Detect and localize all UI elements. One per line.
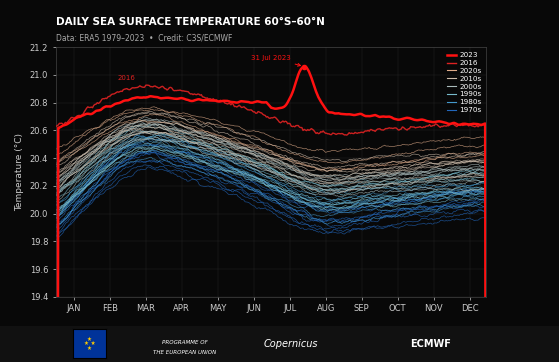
Text: Copernicus: Copernicus [263, 339, 318, 349]
Text: ECMWF: ECMWF [410, 339, 451, 349]
Text: THE EUROPEAN UNION: THE EUROPEAN UNION [153, 350, 216, 355]
Text: Data: ERA5 1979–2023  •  Credit: C3S/ECMWF: Data: ERA5 1979–2023 • Credit: C3S/ECMWF [56, 33, 233, 42]
Text: DAILY SEA SURFACE TEMPERATURE 60°S–60°N: DAILY SEA SURFACE TEMPERATURE 60°S–60°N [56, 17, 325, 27]
Text: 2016: 2016 [117, 75, 135, 81]
Legend: 2023, 2016, 2020s, 2010s, 2000s, 1990s, 1980s, 1970s: 2023, 2016, 2020s, 2010s, 2000s, 1990s, … [446, 51, 483, 115]
Y-axis label: Temperature (°C): Temperature (°C) [15, 133, 24, 211]
Text: ★
★ ★
★: ★ ★ ★ ★ [84, 337, 95, 351]
Text: PROGRAMME OF: PROGRAMME OF [162, 340, 207, 345]
Text: 31 Jul 2023: 31 Jul 2023 [251, 55, 301, 66]
